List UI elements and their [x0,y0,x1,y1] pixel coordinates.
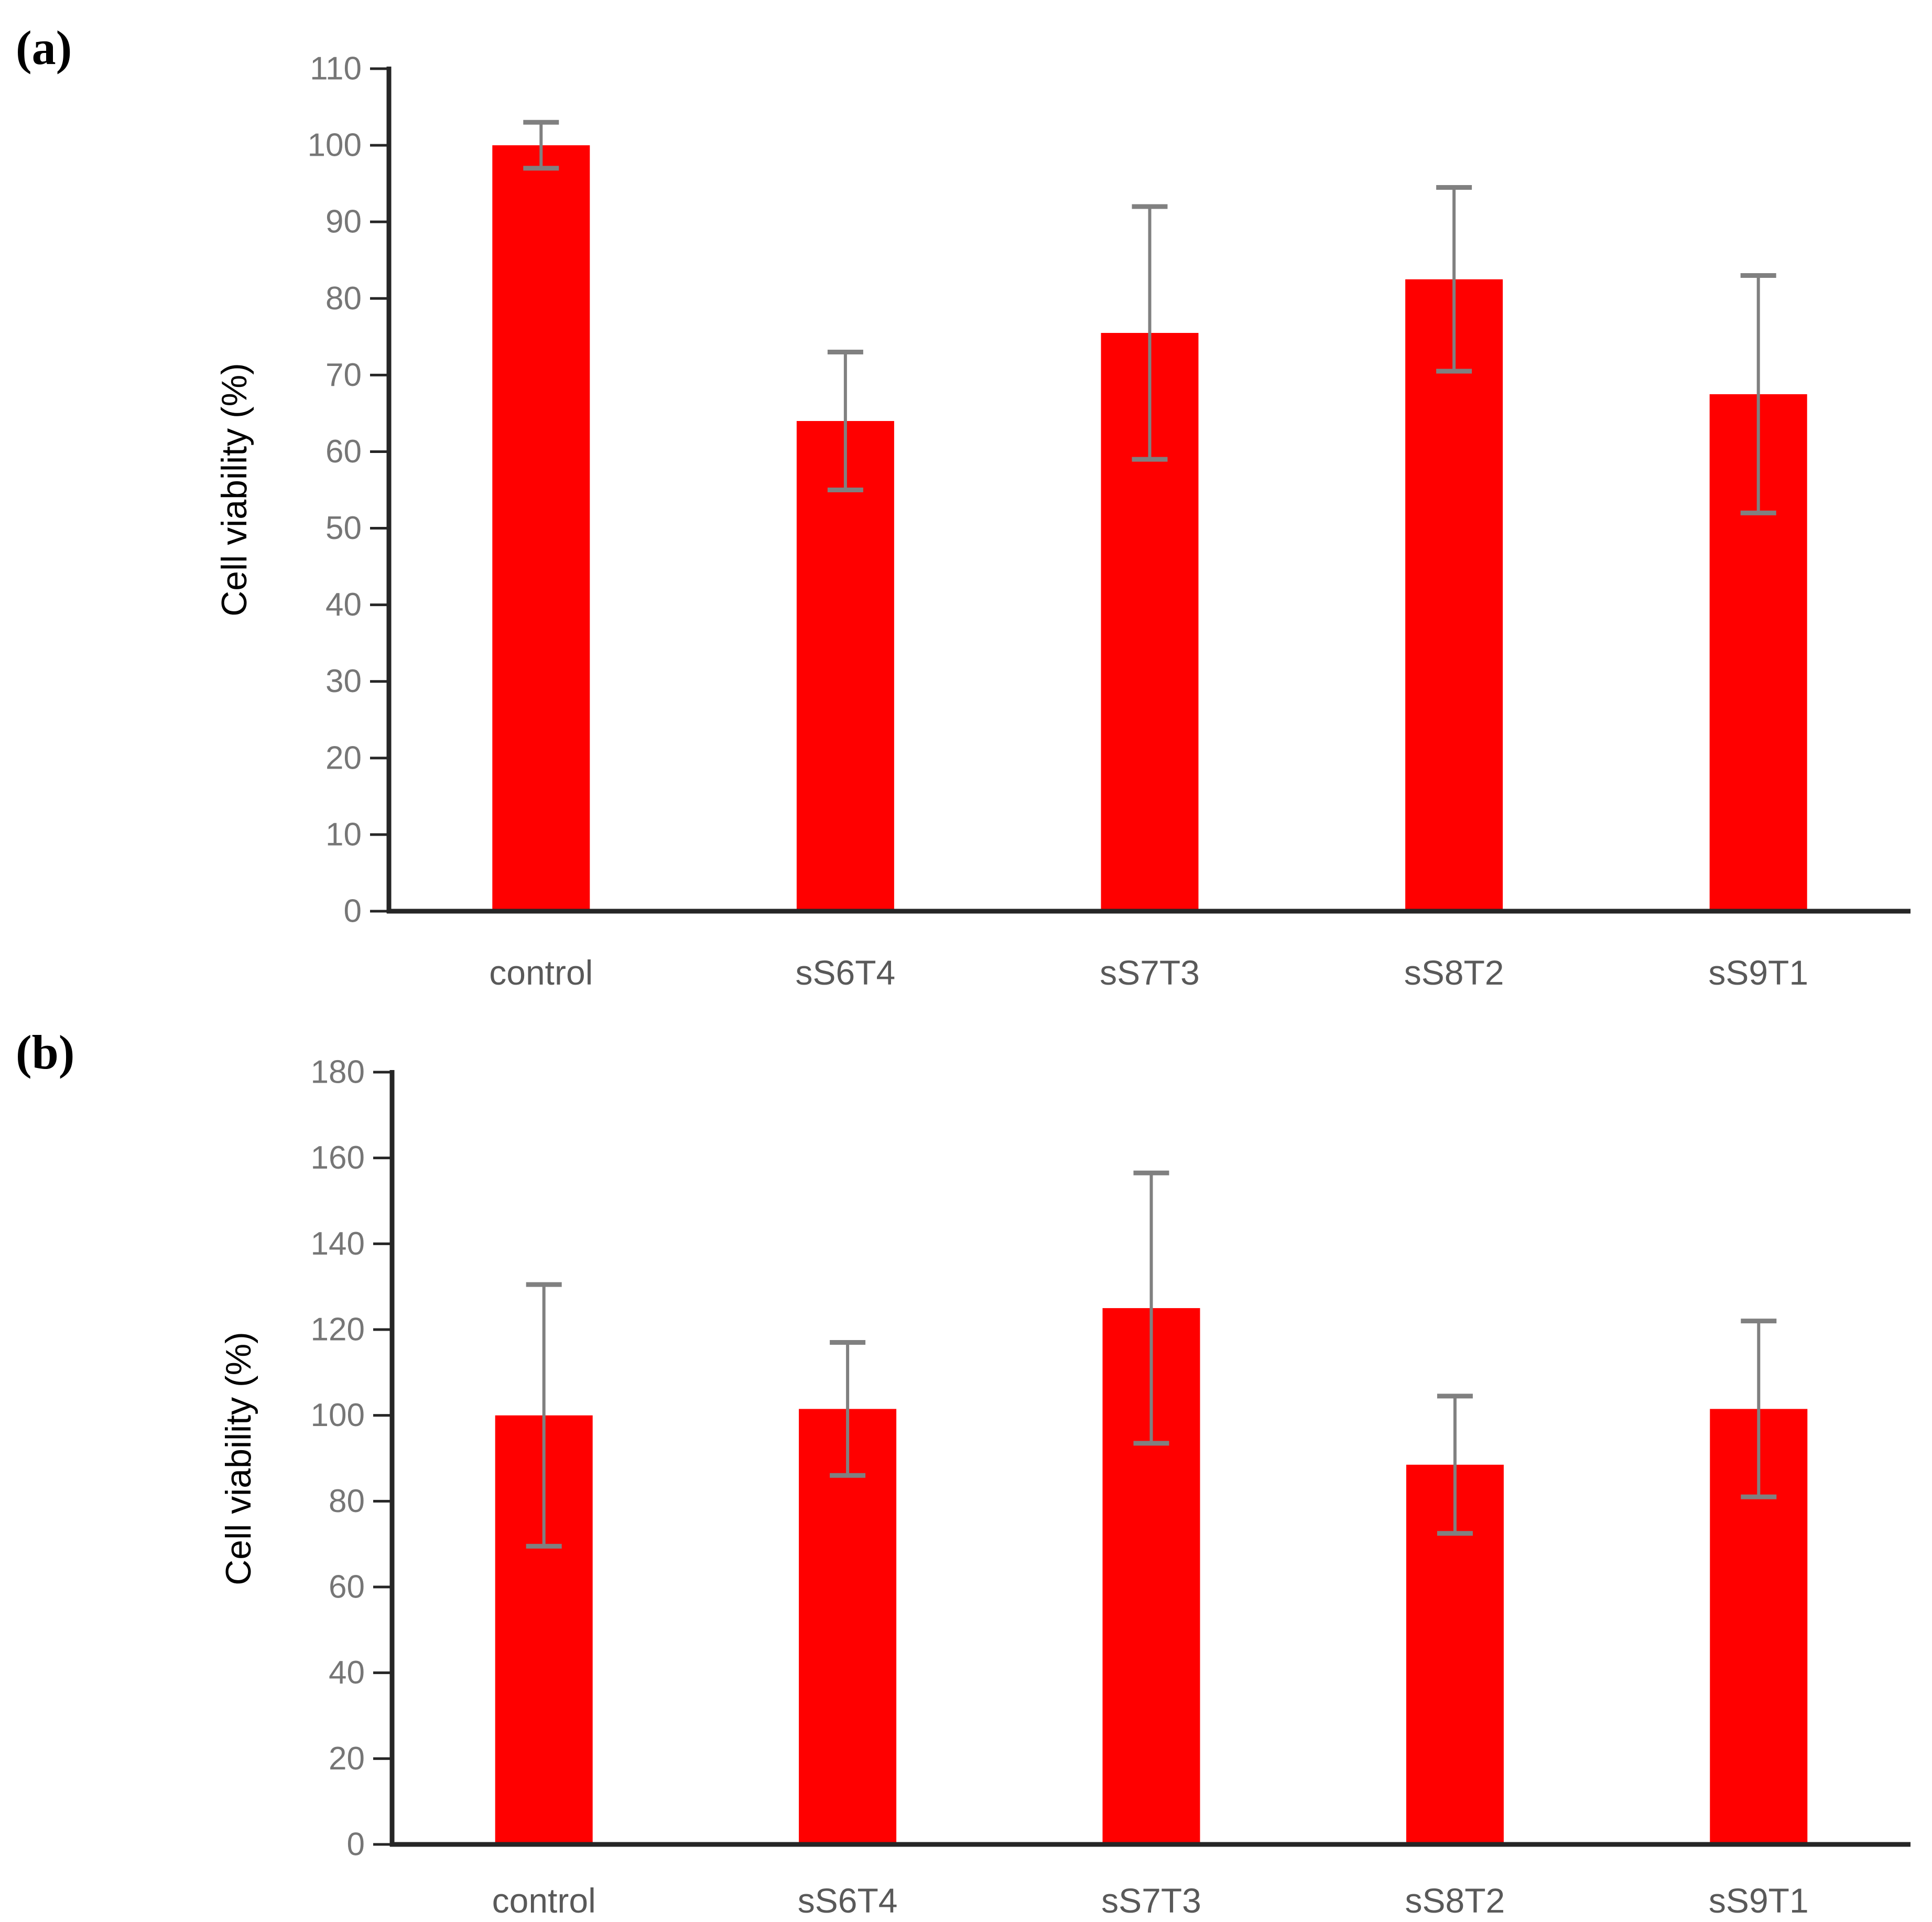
panel-a-plot: 0 10 20 30 40 50 60 70 80 90 100 110 control sS6T4 sS7… [308,51,1911,992]
category-label-sS9T1: sS9T1 [1709,1881,1809,1920]
bar-sS6T4 [796,421,894,911]
y-tick-label: 60 [329,1569,365,1605]
bar-sS8T2 [1405,279,1503,911]
y-tick-label: 30 [325,663,362,699]
panel-a-y-axis-title: Cell viability (%) [214,363,254,617]
y-tick-label: 40 [325,587,362,623]
y-tick-label: 100 [311,1397,365,1433]
panel-a: (a) Cell viability (%) 0 10 20 30 40 50 60 70 80… [16,21,1911,992]
category-label-sS6T4: sS6T4 [798,1881,898,1920]
panel-b: (b) Cell viability (%) 0 20 40 60 80 100 120 14… [16,1025,1911,1920]
y-tick-label: 0 [344,893,362,930]
y-tick-label: 20 [325,740,362,776]
y-tick-label: 80 [325,280,362,317]
y-tick-label: 160 [311,1140,365,1176]
y-tick-label: 80 [329,1483,365,1519]
y-tick-label: 90 [325,204,362,240]
y-tick-label: 110 [310,51,362,87]
panel-a-label: (a) [16,21,72,74]
y-tick-label: 60 [325,434,362,470]
y-tick-label: 40 [329,1655,365,1691]
y-tick-label: 50 [325,510,362,546]
category-label-sS7T3: sS7T3 [1101,1881,1201,1920]
category-label-sS8T2: sS8T2 [1404,953,1504,992]
category-label-sS9T1: sS9T1 [1708,953,1808,992]
bar-control [492,145,590,911]
y-tick-label: 120 [311,1312,365,1348]
category-label-sS7T3: sS7T3 [1100,953,1200,992]
y-tick-label: 0 [347,1827,365,1863]
y-tick-label: 180 [311,1054,365,1090]
y-tick-label: 20 [329,1741,365,1777]
panel-b-y-axis-title: Cell viability (%) [219,1332,258,1585]
y-tick-label: 100 [308,127,362,164]
category-label-sS6T4: sS6T4 [796,953,896,992]
category-label-sS8T2: sS8T2 [1405,1881,1505,1920]
y-tick-label: 140 [311,1226,365,1262]
category-label-control: control [489,953,593,992]
panel-b-label: (b) [16,1025,74,1079]
y-tick-label: 10 [325,816,362,852]
y-tick-label: 70 [325,357,362,393]
bar-sS6T4 [799,1409,897,1844]
panel-b-plot: 0 20 40 60 80 100 120 140 160 180 control sS6T4 sS7T… [311,1054,1911,1920]
category-label-control: control [492,1881,596,1920]
